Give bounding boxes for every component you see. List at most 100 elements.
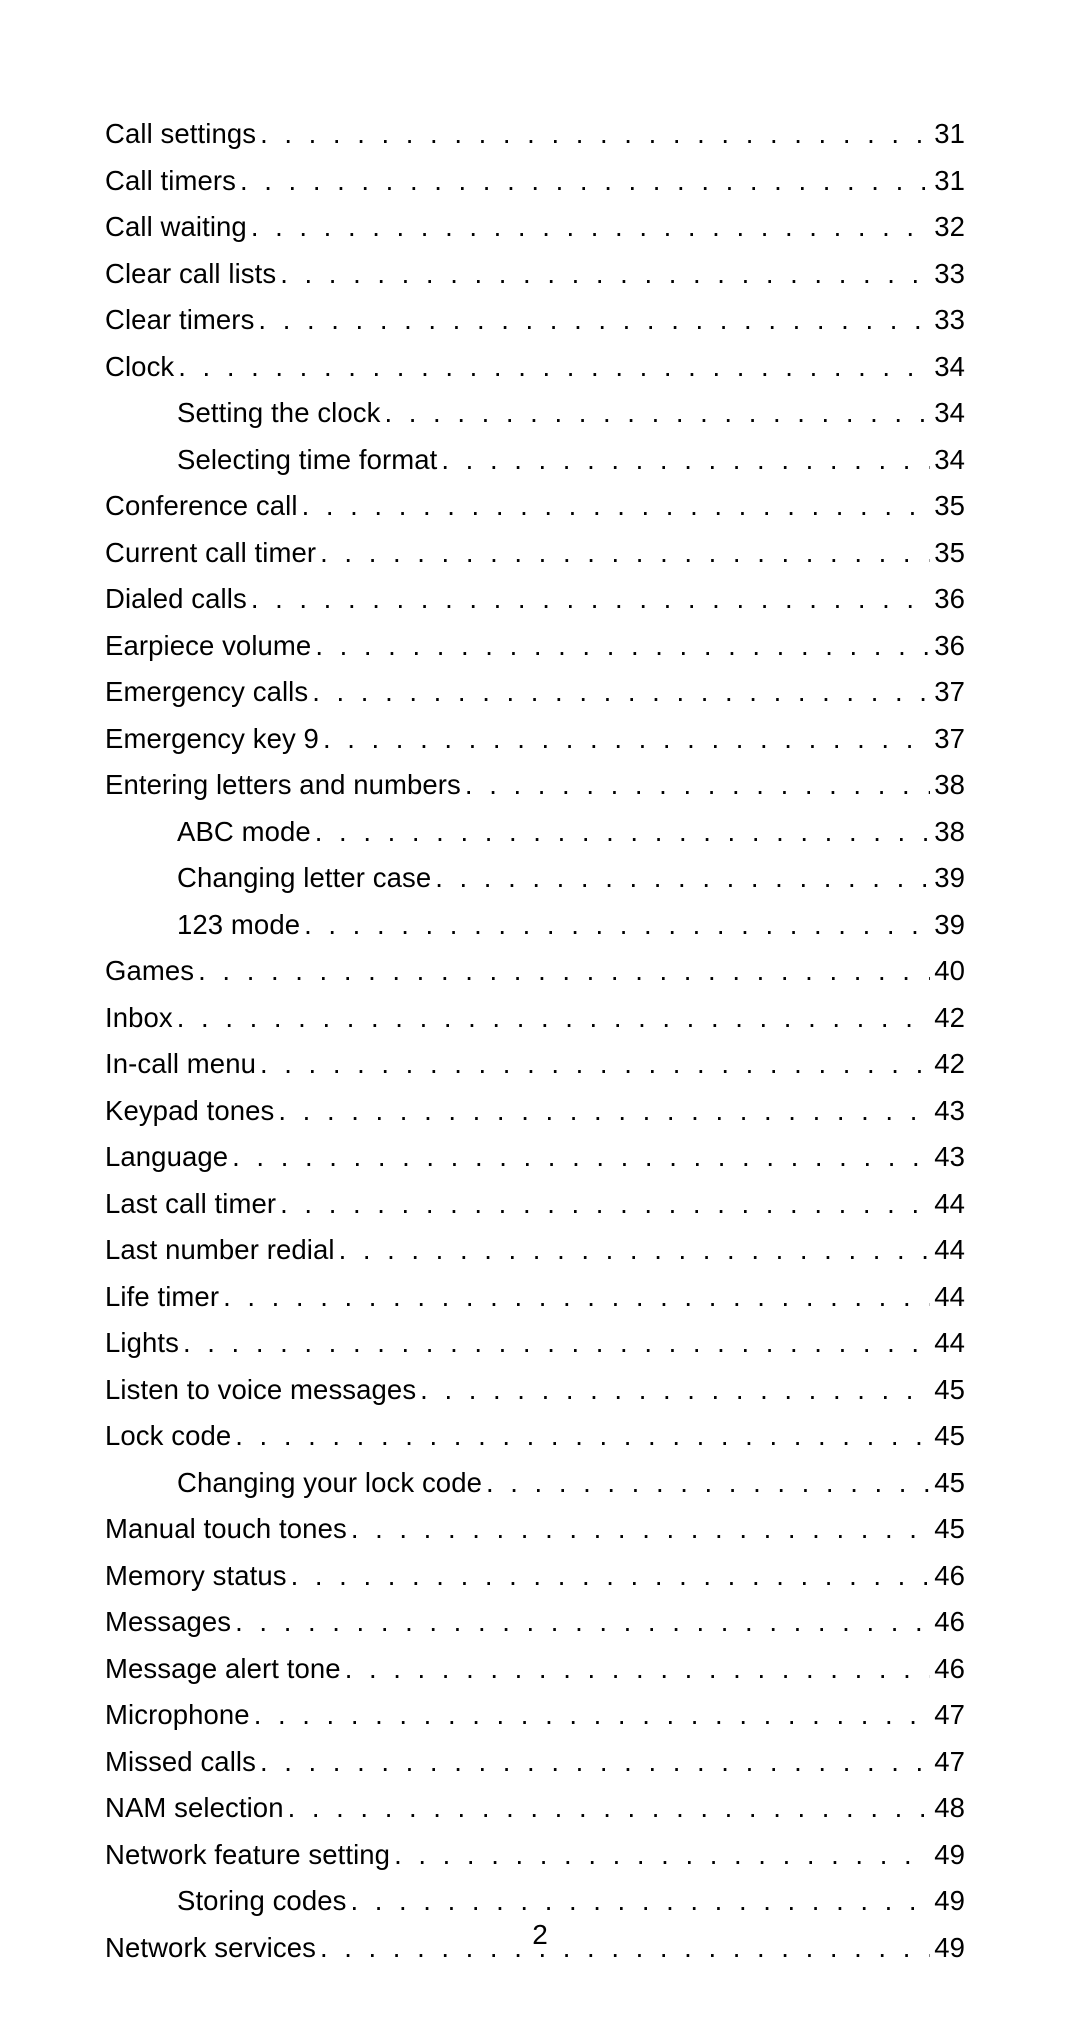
toc-leader-dots — [312, 678, 930, 706]
toc-entry-page: 45 — [934, 1515, 965, 1543]
toc-entry: Memory status46 — [105, 1562, 965, 1590]
toc-entry-page: 38 — [934, 771, 965, 799]
toc-entry: Life timer44 — [105, 1283, 965, 1311]
toc-entry-page: 47 — [934, 1748, 965, 1776]
toc-leader-dots — [435, 864, 930, 892]
toc-entry-title: Last call timer — [105, 1190, 276, 1218]
toc-entry: Emergency key 937 — [105, 725, 965, 753]
toc-leader-dots — [260, 120, 930, 148]
toc-entry: Last number redial44 — [105, 1236, 965, 1264]
toc-entry-title: Current call timer — [105, 539, 316, 567]
toc-entry: Microphone47 — [105, 1701, 965, 1729]
toc-entry-page: 34 — [934, 353, 965, 381]
toc-entry-title: Manual touch tones — [105, 1515, 347, 1543]
toc-entry-title: Lock code — [105, 1422, 231, 1450]
toc-leader-dots — [177, 1004, 930, 1032]
toc-entry-title: Entering letters and numbers — [105, 771, 461, 799]
page-number: 2 — [0, 1919, 1080, 1951]
toc-entry-page: 44 — [934, 1190, 965, 1218]
toc-entry-page: 45 — [934, 1469, 965, 1497]
toc-leader-dots — [183, 1329, 930, 1357]
toc-leader-dots — [235, 1422, 930, 1450]
toc-entry: Keypad tones 43 — [105, 1097, 965, 1125]
toc-entry-title: Microphone — [105, 1701, 250, 1729]
toc-leader-dots — [304, 911, 930, 939]
toc-entry-page: 31 — [934, 120, 965, 148]
toc-leader-dots — [384, 399, 930, 427]
toc-entry-title: Messages — [105, 1608, 231, 1636]
toc-leader-dots — [260, 1050, 930, 1078]
toc-entry: Call waiting32 — [105, 213, 965, 241]
toc-entry-page: 49 — [934, 1887, 965, 1915]
toc-entry-page: 35 — [934, 492, 965, 520]
toc-entry: Missed calls 47 — [105, 1748, 965, 1776]
toc-entry-page: 45 — [934, 1422, 965, 1450]
toc-entry: Call settings 31 — [105, 120, 965, 148]
toc-entry-page: 43 — [934, 1097, 965, 1125]
toc-entry: Changing letter case39 — [177, 864, 965, 892]
toc-entry: In-call menu42 — [105, 1050, 965, 1078]
toc-entry-page: 40 — [934, 957, 965, 985]
toc-leader-dots — [278, 1097, 930, 1125]
toc-entry-title: Emergency calls — [105, 678, 308, 706]
toc-entry: Setting the clock34 — [177, 399, 965, 427]
toc-leader-dots — [302, 492, 931, 520]
toc-entry: Changing your lock code 45 — [177, 1469, 965, 1497]
toc-entry-page: 38 — [934, 818, 965, 846]
toc-entry-page: 46 — [934, 1562, 965, 1590]
toc-entry: Clear call lists33 — [105, 260, 965, 288]
toc-entry-title: ABC mode — [177, 818, 311, 846]
toc-entry-title: 123 mode — [177, 911, 300, 939]
toc-entry-title: Message alert tone — [105, 1655, 341, 1683]
toc-leader-dots — [350, 1887, 930, 1915]
toc-entry-page: 44 — [934, 1283, 965, 1311]
toc-entry: Lights44 — [105, 1329, 965, 1357]
toc-entry-title: Missed calls — [105, 1748, 256, 1776]
toc-entry: Lock code 45 — [105, 1422, 965, 1450]
toc-leader-dots — [315, 818, 930, 846]
toc-entry: Earpiece volume36 — [105, 632, 965, 660]
toc-entry-title: Changing your lock code — [177, 1469, 482, 1497]
toc-entry: Network feature setting 49 — [105, 1841, 965, 1869]
toc-leader-dots — [251, 213, 930, 241]
toc-entry-page: 46 — [934, 1655, 965, 1683]
toc-leader-dots — [441, 446, 930, 474]
toc-entry: Message alert tone 46 — [105, 1655, 965, 1683]
toc-entry-page: 45 — [934, 1376, 965, 1404]
toc-leader-dots — [232, 1143, 930, 1171]
toc-entry: Call timers31 — [105, 167, 965, 195]
toc-entry: Dialed calls36 — [105, 585, 965, 613]
toc-entry-title: Network feature setting — [105, 1841, 390, 1869]
toc-entry: Language43 — [105, 1143, 965, 1171]
toc-entry-page: 42 — [934, 1004, 965, 1032]
toc-leader-dots — [339, 1236, 931, 1264]
toc-entry-page: 49 — [934, 1841, 965, 1869]
toc-entry-title: Call timers — [105, 167, 236, 195]
toc-entry-title: Lights — [105, 1329, 179, 1357]
toc-entry-title: Clear timers — [105, 306, 254, 334]
toc-leader-dots — [260, 1748, 930, 1776]
toc-entry-page: 34 — [934, 399, 965, 427]
toc-entry-page: 46 — [934, 1608, 965, 1636]
toc-entry-page: 48 — [934, 1794, 965, 1822]
toc-entry-title: Keypad tones — [105, 1097, 274, 1125]
toc-entry: Storing codes49 — [177, 1887, 965, 1915]
toc-entry-title: Call settings — [105, 120, 256, 148]
toc-leader-dots — [320, 539, 930, 567]
toc-leader-dots — [486, 1469, 930, 1497]
toc-leader-dots — [223, 1283, 930, 1311]
toc-entry: Selecting time format34 — [177, 446, 965, 474]
toc-leader-dots — [254, 1701, 931, 1729]
toc-leader-dots — [251, 585, 930, 613]
toc-leader-dots — [235, 1608, 930, 1636]
toc-entry: 123 mode39 — [177, 911, 965, 939]
toc-leader-dots — [465, 771, 930, 799]
toc-entry-title: Earpiece volume — [105, 632, 311, 660]
toc-entry-title: Dialed calls — [105, 585, 247, 613]
toc-entry-title: Conference call — [105, 492, 298, 520]
toc-leader-dots — [291, 1562, 931, 1590]
toc-entry-title: Clock — [105, 353, 174, 381]
toc-entry: Games40 — [105, 957, 965, 985]
toc-leader-dots — [280, 1190, 930, 1218]
toc-leader-dots — [240, 167, 930, 195]
